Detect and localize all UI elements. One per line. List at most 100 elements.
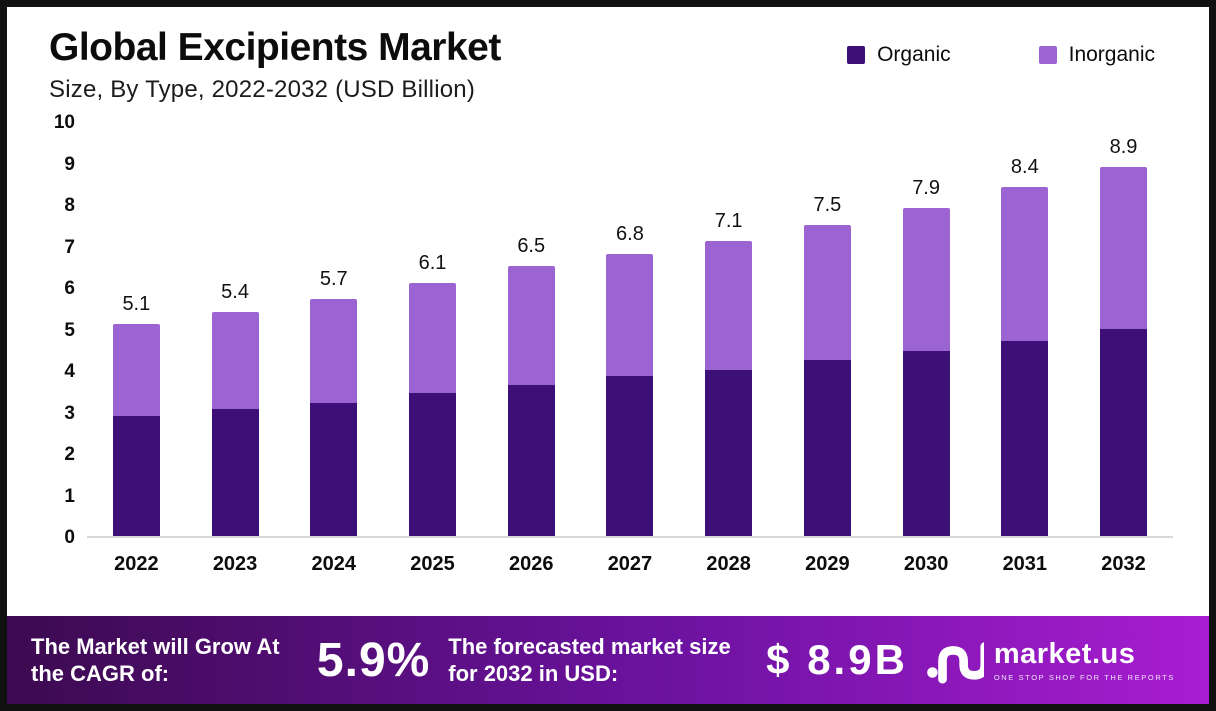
bar-segment-inorganic-2022 [112, 324, 160, 416]
y-tick-2: 2 [64, 444, 75, 465]
y-axis: 0 1 2 3 4 5 6 7 8 9 10 [29, 112, 87, 548]
bar-segment-organic-2027 [606, 376, 654, 536]
bar-segment-inorganic-2024 [310, 299, 358, 404]
bar-total-label-2025: 6.1 [418, 251, 447, 274]
bar-group-2029: 7.5 [779, 194, 877, 536]
header: Global Excipients Market Size, By Type, … [7, 7, 1209, 119]
brand-tagline: ONE STOP SHOP FOR THE REPORTS [993, 673, 1175, 682]
bar-segment-inorganic-2031 [1001, 187, 1049, 341]
bar-2029: 7.5 [803, 193, 851, 536]
bar-group-2025: 6.1 [384, 252, 482, 536]
bar-group-2026: 6.5 [482, 235, 580, 536]
bar-total-label-2023: 5.4 [221, 280, 249, 303]
bar-segment-inorganic-2023 [211, 311, 259, 410]
forecast-value: $ 8.9B [766, 636, 908, 683]
bar-group-2023: 5.4 [186, 281, 284, 536]
bar-segment-organic-2024 [310, 403, 358, 536]
bar-2030: 7.9 [902, 177, 950, 536]
y-tick-0: 0 [64, 527, 75, 548]
brand: market.us ONE STOP SHOP FOR THE REPORTS [926, 636, 1175, 684]
legend: Organic Inorganic [847, 43, 1155, 67]
x-axis: 2022 2023 2024 2025 2026 2027 2028 2029 2030 2031… [7, 538, 1209, 590]
bar-segment-organic-2028 [705, 370, 753, 536]
bar-group-2032: 8.9 [1075, 136, 1173, 536]
x-label-2030: 2030 [903, 552, 949, 575]
x-label-2024: 2024 [311, 552, 357, 575]
bar-group-2028: 7.1 [680, 210, 778, 536]
bar-2025: 6.1 [409, 252, 456, 536]
bar-total-label-2030: 7.9 [912, 177, 940, 200]
bar-2028: 7.1 [705, 210, 753, 536]
legend-item-organic: Organic [847, 43, 951, 67]
x-label-2029: 2029 [805, 552, 850, 575]
bars: 5.1 5.4 5.7 6.1 6.5 6.8 7.1 7.5 7.9 8.4 8.9 [87, 123, 1173, 536]
bar-total-label-2024: 5.7 [319, 268, 348, 291]
cagr-label: The Market will Grow At the CAGR of: [31, 633, 280, 687]
bar-group-2024: 5.7 [285, 268, 383, 536]
bar-2026: 6.5 [507, 235, 555, 536]
bar-total-label-2028: 7.1 [714, 210, 743, 233]
y-tick-10: 10 [53, 112, 75, 133]
legend-swatch-inorganic [1038, 46, 1057, 64]
x-label-2022: 2022 [114, 552, 159, 575]
x-label-2025: 2025 [410, 552, 455, 575]
bar-2024: 5.7 [310, 268, 358, 536]
marketus-logo-icon [927, 642, 984, 684]
bar-2027: 6.8 [606, 222, 654, 536]
brand-name: market.us [993, 638, 1136, 670]
bar-segment-inorganic-2030 [902, 208, 950, 352]
legend-label-organic: Organic [877, 43, 951, 66]
y-tick-5: 5 [64, 319, 75, 341]
bar-total-label-2022: 5.1 [122, 293, 151, 316]
legend-item-inorganic: Inorganic [1038, 43, 1155, 67]
bar-2032: 8.9 [1100, 135, 1148, 536]
bar-2023: 5.4 [211, 280, 259, 536]
bar-group-2031: 8.4 [976, 156, 1074, 536]
chart: 0 1 2 3 4 5 6 7 8 9 10 5.1 5.4 5.7 6.1 6.5 6.8 7.1 7.5 7.9… [7, 112, 1209, 548]
bar-segment-inorganic-2025 [409, 282, 456, 393]
x-label-2026: 2026 [508, 552, 554, 575]
bar-segment-inorganic-2027 [606, 253, 654, 377]
x-label-2023: 2023 [212, 552, 258, 575]
bar-group-2030: 7.9 [877, 177, 975, 536]
x-label-2032: 2032 [1101, 552, 1146, 575]
y-tick-9: 9 [64, 153, 75, 175]
bar-segment-inorganic-2028 [705, 241, 753, 370]
x-label-2027: 2027 [607, 552, 653, 575]
bar-segment-inorganic-2029 [803, 224, 851, 360]
y-tick-3: 3 [64, 402, 75, 424]
bar-segment-organic-2022 [112, 415, 160, 536]
cagr-value: 5.9% [316, 633, 431, 687]
bar-segment-organic-2030 [902, 351, 950, 536]
bar-total-label-2026: 6.5 [517, 235, 546, 258]
x-label-2028: 2028 [706, 552, 751, 575]
bar-group-2022: 5.1 [87, 293, 185, 536]
bar-segment-organic-2029 [803, 359, 851, 536]
bar-total-label-2029: 7.5 [813, 193, 842, 216]
bar-segment-inorganic-2026 [507, 266, 555, 385]
header-titles: Global Excipients Market Size, By Type, … [49, 26, 501, 104]
bar-segment-organic-2031 [1001, 340, 1049, 536]
y-tick-4: 4 [64, 361, 75, 382]
forecast-label: The forecasted market size for 2032 in U… [448, 633, 731, 687]
y-tick-8: 8 [64, 195, 75, 216]
bar-2031: 8.4 [1001, 156, 1049, 536]
footer-banner: The Market will Grow At the CAGR of: 5.9… [7, 616, 1209, 704]
plot-area: 5.1 5.4 5.7 6.1 6.5 6.8 7.1 7.5 7.9 8.4 8.9 [87, 123, 1173, 538]
bar-group-2027: 6.8 [581, 223, 679, 536]
bar-segment-inorganic-2032 [1100, 166, 1148, 329]
page-title: Global Excipients Market [49, 26, 501, 69]
y-tick-7: 7 [64, 236, 75, 258]
legend-label-inorganic: Inorganic [1068, 43, 1155, 66]
bar-2022: 5.1 [112, 293, 160, 536]
bar-total-label-2032: 8.9 [1109, 135, 1138, 158]
bar-segment-organic-2023 [211, 409, 259, 536]
bar-segment-organic-2026 [507, 384, 555, 536]
bar-total-label-2027: 6.8 [616, 222, 644, 245]
legend-swatch-organic [847, 46, 866, 64]
page-subtitle: Size, By Type, 2022-2032 (USD Billion) [49, 75, 476, 103]
bar-segment-organic-2025 [409, 392, 456, 536]
brand-text: market.us ONE STOP SHOP FOR THE REPORTS [994, 638, 1175, 682]
x-label-2031: 2031 [1002, 552, 1048, 575]
